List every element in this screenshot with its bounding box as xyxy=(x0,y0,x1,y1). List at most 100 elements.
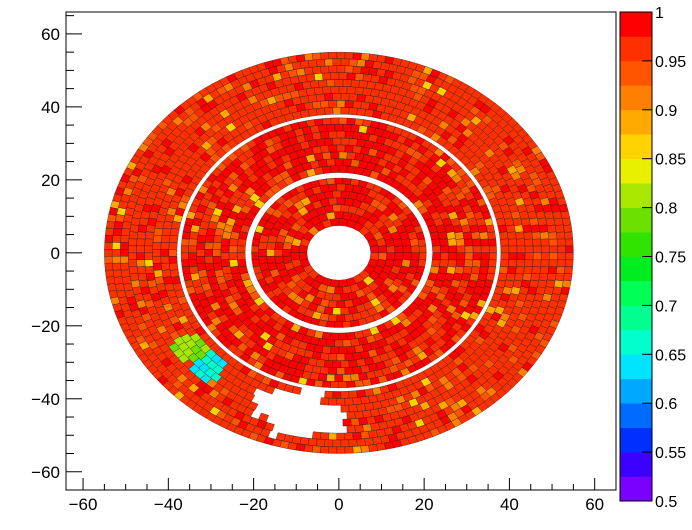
detector-cell xyxy=(313,118,324,126)
detector-cell xyxy=(305,378,316,387)
detector-cell xyxy=(368,67,378,76)
detector-cell xyxy=(564,231,573,240)
detector-cell xyxy=(309,80,320,89)
detector-cell xyxy=(312,52,322,61)
detector-cell xyxy=(354,410,364,419)
detector-cell xyxy=(328,367,338,375)
detector-cell xyxy=(447,259,457,268)
detector-cell xyxy=(514,224,524,233)
detector-cell xyxy=(326,374,336,382)
detector-cell xyxy=(532,252,542,261)
detector-cell xyxy=(530,224,541,233)
detector-cell xyxy=(212,249,221,257)
detector-cell xyxy=(111,249,121,257)
detector-cell xyxy=(264,384,276,395)
detector-cell xyxy=(376,54,387,63)
detector-cell xyxy=(480,252,490,261)
detector-cell xyxy=(348,404,358,413)
detector-cell xyxy=(220,259,231,268)
detector-cell xyxy=(169,234,179,243)
detector-cell xyxy=(462,266,473,275)
detector-cell xyxy=(508,259,518,268)
detector-cell xyxy=(188,259,198,268)
detector-cell xyxy=(334,339,344,348)
detector-cell xyxy=(541,245,550,253)
detector-cell xyxy=(213,262,223,271)
detector-cell xyxy=(340,404,350,413)
detector-cell xyxy=(538,224,549,233)
x-tick-label: −60 xyxy=(69,495,98,514)
detector-cell xyxy=(522,224,532,233)
detector-cell xyxy=(354,424,364,433)
detector-cell xyxy=(312,431,322,440)
detector-cell xyxy=(350,373,360,382)
detector-cell xyxy=(120,249,129,257)
detector-cell xyxy=(328,353,338,361)
detector-cell xyxy=(212,256,222,264)
detector-cell xyxy=(523,266,533,275)
detector-cell xyxy=(136,231,147,240)
color-scale-band xyxy=(620,403,652,428)
detector-cell xyxy=(236,252,246,261)
detector-cell xyxy=(401,259,412,268)
detector-cell xyxy=(318,79,328,88)
detector-cell xyxy=(334,286,344,295)
detector-cell xyxy=(362,87,372,96)
detector-cell xyxy=(350,159,361,168)
detector-cell xyxy=(264,422,275,432)
detector-cell xyxy=(342,418,352,427)
color-scale-label: 0.85 xyxy=(655,152,686,169)
detector-cell xyxy=(160,234,171,243)
color-scale-band xyxy=(620,36,652,62)
detector-cell xyxy=(352,100,362,109)
detector-cell xyxy=(251,238,260,247)
detector-cell xyxy=(322,86,332,95)
detector-cell xyxy=(523,231,533,240)
y-tick-label: −40 xyxy=(31,390,60,409)
detector-cell xyxy=(315,93,326,102)
detector-cell xyxy=(348,138,358,147)
detector-cell xyxy=(251,259,260,268)
detector-cell xyxy=(352,52,362,60)
detector-cell xyxy=(524,252,534,261)
detector-cell xyxy=(309,372,320,381)
detector-cell xyxy=(348,58,358,67)
detector-cell xyxy=(499,238,509,247)
detector-cell xyxy=(220,245,230,253)
detector-cell xyxy=(321,345,332,354)
detector-cell xyxy=(508,238,518,247)
detector-cell xyxy=(479,266,489,275)
color-scale-label: 0.9 xyxy=(655,103,677,120)
detector-cell xyxy=(129,224,139,233)
detector-cell xyxy=(340,58,350,66)
detector-cell xyxy=(499,266,509,275)
detector-cell xyxy=(307,108,318,117)
detector-cell xyxy=(317,338,328,347)
detector-cell xyxy=(334,177,344,185)
detector-cell xyxy=(485,224,495,233)
color-scale-label: 1 xyxy=(655,5,664,22)
detector-cell xyxy=(258,249,267,257)
detector-cell xyxy=(181,238,190,247)
detector-cell xyxy=(181,231,191,240)
detector-cell xyxy=(319,145,330,154)
detector-cell xyxy=(348,439,358,447)
detector-cell xyxy=(327,183,338,192)
detector-cell xyxy=(318,319,328,328)
detector-cell xyxy=(320,65,330,74)
detector-cell xyxy=(564,266,573,275)
detector-cell xyxy=(344,446,354,454)
detector-cell xyxy=(354,118,364,126)
detector-cell xyxy=(340,360,350,368)
y-tick-label: −60 xyxy=(31,463,60,482)
detector-cell xyxy=(556,259,566,268)
detector-cell xyxy=(336,65,346,73)
detector-cell xyxy=(448,245,458,253)
detector-cell xyxy=(320,446,330,454)
detector-cell xyxy=(557,245,566,253)
detector-cell xyxy=(311,365,322,374)
detector-cell xyxy=(128,238,138,247)
color-scale-band xyxy=(620,305,652,331)
detector-cell xyxy=(311,100,322,110)
